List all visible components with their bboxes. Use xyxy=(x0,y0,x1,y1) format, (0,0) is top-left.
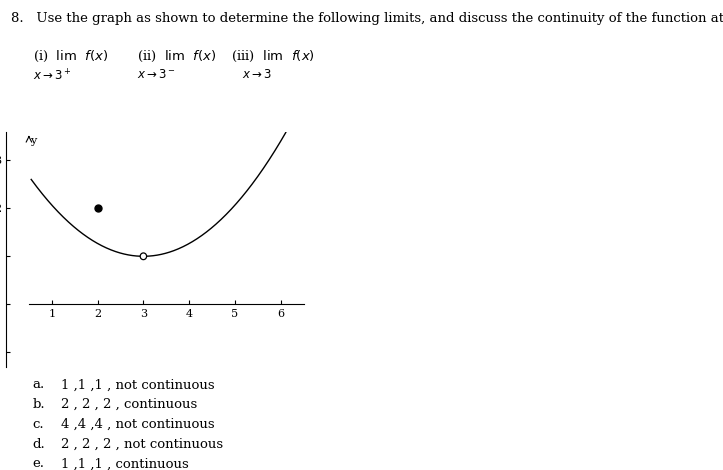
Text: (iii)  $\lim$  $f(x)$: (iii) $\lim$ $f(x)$ xyxy=(231,49,315,64)
Text: c.: c. xyxy=(33,418,44,431)
Text: d.: d. xyxy=(33,438,46,451)
Text: 1 ,1 ,1 , not continuous: 1 ,1 ,1 , not continuous xyxy=(61,378,215,392)
Text: 2 , 2 , 2 , continuous: 2 , 2 , 2 , continuous xyxy=(61,398,197,411)
Circle shape xyxy=(140,253,147,259)
Text: (i)  $\lim$  $f(x)$: (i) $\lim$ $f(x)$ xyxy=(33,49,108,64)
Text: 2 , 2 , 2 , not continuous: 2 , 2 , 2 , not continuous xyxy=(61,438,223,451)
Text: 1 ,1 ,1 , continuous: 1 ,1 ,1 , continuous xyxy=(61,457,189,470)
Text: 4 ,4 ,4 , not continuous: 4 ,4 ,4 , not continuous xyxy=(61,418,215,431)
Text: e.: e. xyxy=(33,457,45,470)
Text: 8.   Use the graph as shown to determine the following limits, and discuss the c: 8. Use the graph as shown to determine t… xyxy=(11,12,723,25)
Text: a.: a. xyxy=(33,378,45,392)
Text: $x\to3^+$: $x\to3^+$ xyxy=(33,68,72,84)
Text: $x\to3$: $x\to3$ xyxy=(242,68,273,81)
Text: y: y xyxy=(30,136,36,146)
Text: $x\to3^-$: $x\to3^-$ xyxy=(137,68,176,81)
Text: (ii)  $\lim$  $f(x)$: (ii) $\lim$ $f(x)$ xyxy=(137,49,217,64)
Text: b.: b. xyxy=(33,398,45,411)
